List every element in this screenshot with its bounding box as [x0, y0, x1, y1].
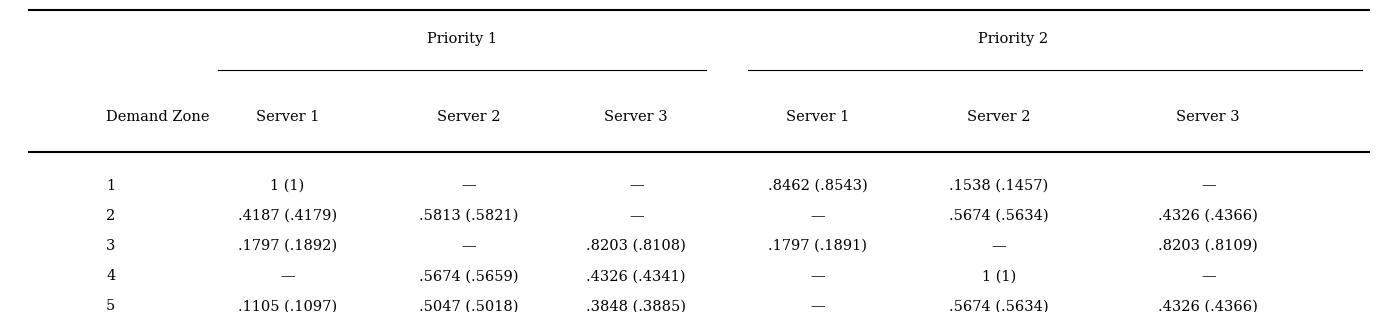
Text: .1105 (.1097): .1105 (.1097) [238, 300, 337, 312]
Text: .4326 (.4366): .4326 (.4366) [1159, 300, 1258, 312]
Text: 4: 4 [106, 269, 115, 283]
Text: .1538 (.1457): .1538 (.1457) [949, 178, 1048, 193]
Text: .5047 (.5018): .5047 (.5018) [419, 300, 519, 312]
Text: —: — [1201, 269, 1216, 283]
Text: Priority 2: Priority 2 [977, 32, 1048, 46]
Text: 1 (1): 1 (1) [981, 269, 1016, 283]
Text: .1797 (.1892): .1797 (.1892) [238, 239, 337, 253]
Text: —: — [991, 239, 1007, 253]
Text: .4326 (.4341): .4326 (.4341) [587, 269, 686, 283]
Text: 1: 1 [106, 178, 115, 193]
Text: .8203 (.8109): .8203 (.8109) [1159, 239, 1258, 253]
Text: Server 2: Server 2 [438, 110, 500, 124]
Text: .4187 (.4179): .4187 (.4179) [238, 209, 337, 223]
Text: .5813 (.5821): .5813 (.5821) [419, 209, 519, 223]
Text: .4326 (.4366): .4326 (.4366) [1159, 209, 1258, 223]
Text: 2: 2 [106, 209, 115, 223]
Text: —: — [811, 269, 825, 283]
Text: —: — [629, 209, 643, 223]
Text: 5: 5 [106, 300, 115, 312]
Text: .8462 (.8543): .8462 (.8543) [768, 178, 868, 193]
Text: .5674 (.5634): .5674 (.5634) [949, 300, 1048, 312]
Text: —: — [1201, 178, 1216, 193]
Text: —: — [811, 209, 825, 223]
Text: Server 1: Server 1 [786, 110, 849, 124]
Text: Priority 1: Priority 1 [426, 32, 496, 46]
Text: .5674 (.5659): .5674 (.5659) [419, 269, 519, 283]
Text: Server 2: Server 2 [967, 110, 1030, 124]
Text: 3: 3 [106, 239, 116, 253]
Text: .8203 (.8108): .8203 (.8108) [586, 239, 686, 253]
Text: Server 3: Server 3 [604, 110, 668, 124]
Text: Server 3: Server 3 [1177, 110, 1240, 124]
Text: 1 (1): 1 (1) [270, 178, 305, 193]
Text: —: — [461, 239, 477, 253]
Text: .3848 (.3885): .3848 (.3885) [586, 300, 686, 312]
Text: Demand Zone: Demand Zone [106, 110, 210, 124]
Text: —: — [629, 178, 643, 193]
Text: .1797 (.1891): .1797 (.1891) [768, 239, 867, 253]
Text: —: — [461, 178, 477, 193]
Text: —: — [811, 300, 825, 312]
Text: —: — [280, 269, 295, 283]
Text: .5674 (.5634): .5674 (.5634) [949, 209, 1048, 223]
Text: Server 1: Server 1 [256, 110, 319, 124]
